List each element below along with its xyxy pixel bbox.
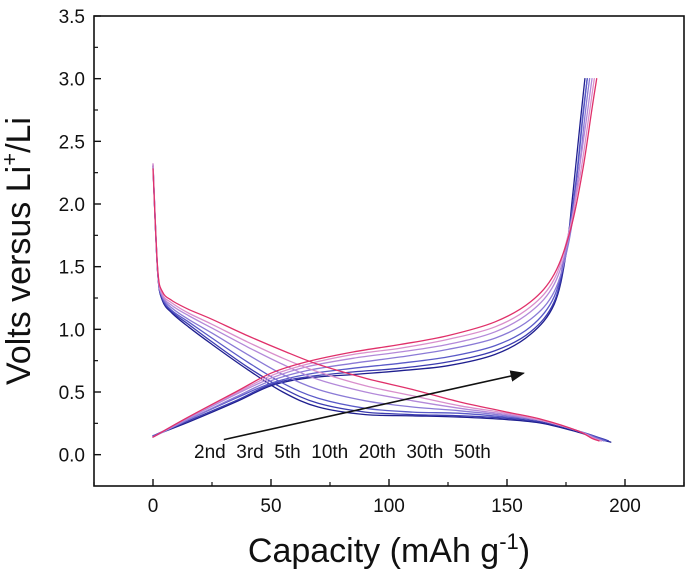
series-curves <box>152 78 612 443</box>
curve-10th-charge <box>152 78 591 438</box>
x-axis-title: Capacity (mAh g-1) <box>248 529 530 570</box>
y-tick-label: 3.0 <box>59 70 85 91</box>
cycle-annotation: 2nd 3rd 5th 10th 20th 30th 50th <box>194 442 491 463</box>
y-axis-title: Volts versus Li+/Li <box>0 117 38 385</box>
x-axis: 0 50 100 150 200 <box>93 479 685 517</box>
curve-30th-charge <box>152 78 595 438</box>
y-tick-label: 0.0 <box>59 446 85 467</box>
y-axis: 0.0 0.5 1.0 1.5 2.0 2.5 3.0 3.5 <box>59 7 101 467</box>
curve-50th-discharge <box>152 168 600 442</box>
curve-2nd-discharge <box>152 165 612 443</box>
y-tick-label: 1.5 <box>59 258 85 279</box>
curve-30th-discharge <box>152 163 603 442</box>
y-tick-label: 2.5 <box>59 132 85 153</box>
y-tick-label: 2.0 <box>59 195 85 216</box>
x-tick-label: 200 <box>609 496 641 517</box>
x-tick-label: 150 <box>491 496 523 517</box>
y-tick-label: 1.0 <box>59 320 85 341</box>
curve-3rd-discharge <box>152 165 610 442</box>
curve-3rd-charge <box>152 78 588 437</box>
y-tick-label: 0.5 <box>59 383 85 404</box>
curve-2nd-charge <box>152 78 586 437</box>
curve-20th-charge <box>152 78 593 438</box>
x-tick-label: 0 <box>148 496 159 517</box>
x-tick-label: 50 <box>260 496 281 517</box>
curve-5th-charge <box>152 78 588 437</box>
y-tick-label: 3.5 <box>59 7 85 28</box>
x-tick-label: 100 <box>373 496 405 517</box>
curve-50th-charge <box>152 78 598 438</box>
cycle-trend-arrow <box>223 370 525 441</box>
